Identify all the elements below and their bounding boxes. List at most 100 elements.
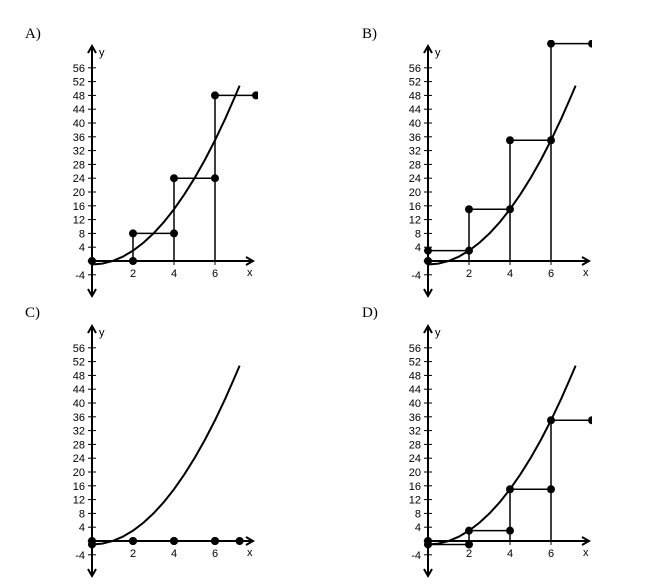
y-tick-label: 52	[409, 357, 421, 369]
y-tick-label: 16	[409, 481, 421, 493]
plot-area	[88, 365, 244, 549]
step-start-point	[506, 136, 514, 145]
y-axis-arrow-up-icon	[87, 323, 97, 334]
y-tick-label: 24	[409, 453, 421, 465]
function-curve	[427, 365, 577, 546]
y-tick-label: 52	[73, 357, 85, 369]
y-tick-label: 36	[409, 412, 421, 424]
x-tick-label: 4	[171, 268, 177, 280]
step-start-point	[211, 537, 219, 545]
step-start-point	[170, 537, 178, 545]
x-axis-title: x	[247, 547, 253, 559]
y-tick-label: 8	[79, 228, 85, 240]
y-tick-label: 32	[73, 146, 85, 158]
y-tick-label: 32	[409, 426, 421, 438]
y-tick-label: 28	[409, 159, 421, 171]
y-tick-label: 24	[73, 173, 85, 185]
y-tick-label: 36	[73, 132, 85, 144]
y-tick-label: 4	[415, 522, 421, 534]
y-tick-label: 16	[409, 201, 421, 213]
y-tick-label: 32	[73, 426, 85, 438]
y-tick-label: 40	[73, 398, 85, 410]
y-axis-title: y	[435, 47, 441, 59]
y-tick-label: 4	[415, 242, 421, 254]
y-tick-label: 40	[409, 118, 421, 130]
y-tick-label: 48	[73, 90, 85, 102]
y-tick-label: 20	[409, 467, 421, 479]
step-end-point	[252, 91, 258, 100]
y-tick-label: 48	[73, 370, 85, 382]
x-tick-label: 4	[507, 268, 513, 280]
plot-area	[424, 40, 592, 266]
y-tick-label: 24	[409, 173, 421, 185]
y-tick-label: 56	[73, 63, 85, 75]
y-tick-label: -4	[75, 270, 85, 282]
y-tick-label: 44	[409, 384, 421, 396]
panel-label: D)	[362, 305, 378, 321]
step-end-point	[588, 40, 592, 48]
x-axis-arrow-right-icon	[245, 256, 256, 266]
step-start-point	[88, 257, 96, 265]
y-tick-label: 4	[79, 242, 85, 254]
step-start-point	[506, 485, 514, 494]
y-axis-arrow-up-icon	[423, 43, 433, 54]
function-curve	[427, 85, 577, 266]
step-start-point	[129, 229, 137, 238]
y-tick-label: 48	[409, 370, 421, 382]
x-tick-label: 2	[466, 548, 472, 560]
step-start-point	[129, 537, 137, 545]
y-tick-label: -4	[411, 550, 421, 562]
y-tick-label: 40	[409, 398, 421, 410]
panel-label: B)	[362, 26, 377, 42]
extra-point	[424, 537, 432, 545]
x-axis-arrow-right-icon	[245, 536, 256, 546]
y-tick-label: 56	[409, 343, 421, 355]
y-tick-label: 12	[73, 495, 85, 507]
y-tick-label: 12	[73, 215, 85, 227]
x-tick-label: 6	[548, 268, 554, 280]
y-tick-label: 20	[409, 187, 421, 199]
step-start-point	[547, 416, 555, 425]
step-end-point	[465, 540, 473, 549]
x-axis-arrow-right-icon	[581, 536, 592, 546]
y-axis-arrow-down-icon	[423, 568, 433, 579]
function-curve	[91, 85, 241, 266]
y-tick-label: 56	[73, 343, 85, 355]
y-tick-label: 36	[409, 132, 421, 144]
y-tick-label: 52	[409, 77, 421, 89]
x-axis-title: x	[247, 267, 253, 279]
x-tick-label: 6	[212, 548, 218, 560]
y-tick-label: 12	[409, 495, 421, 507]
y-tick-label: 8	[79, 508, 85, 520]
y-tick-label: 48	[409, 90, 421, 102]
step-start-point	[465, 205, 473, 214]
y-tick-label: 8	[415, 508, 421, 520]
y-axis-arrow-up-icon	[423, 323, 433, 334]
extra-point	[424, 257, 432, 265]
y-tick-label: 56	[409, 63, 421, 75]
y-axis-arrow-up-icon	[87, 43, 97, 54]
y-tick-label: 20	[73, 467, 85, 479]
y-tick-label: 16	[73, 201, 85, 213]
y-tick-label: 16	[73, 481, 85, 493]
x-axis-title: x	[583, 267, 589, 279]
y-tick-label: 44	[409, 104, 421, 116]
step-end-point	[235, 537, 244, 545]
x-tick-label: 6	[548, 548, 554, 560]
step-start-point	[424, 246, 432, 255]
step-start-point	[465, 526, 473, 535]
y-axis-title: y	[99, 327, 105, 339]
x-axis-arrow-right-icon	[581, 256, 592, 266]
y-tick-label: 28	[409, 439, 421, 451]
x-tick-label: 2	[130, 268, 136, 280]
y-axis-arrow-down-icon	[87, 288, 97, 299]
function-curve	[91, 365, 241, 546]
x-tick-label: 2	[130, 548, 136, 560]
panel-label: A)	[25, 26, 41, 42]
y-tick-label: 4	[79, 522, 85, 534]
